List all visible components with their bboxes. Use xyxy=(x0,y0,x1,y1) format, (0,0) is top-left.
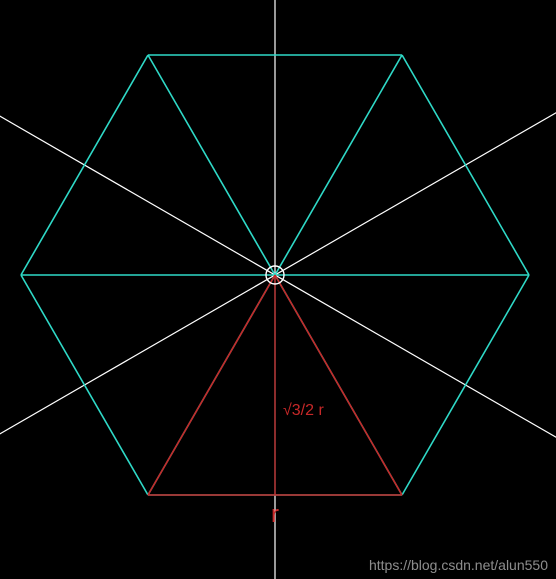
base-label: r xyxy=(271,501,279,529)
highlight-triangle-edge xyxy=(275,275,402,495)
altitude-label: √3/2 r xyxy=(283,402,324,420)
hexagon-edge xyxy=(402,55,529,275)
hexagon-edge xyxy=(21,55,148,275)
watermark-text: https://blog.csdn.net/alun550 xyxy=(369,557,548,573)
highlight-triangle-edge xyxy=(148,275,275,495)
crosshair-line xyxy=(0,0,556,579)
crosshair-line xyxy=(0,0,556,579)
hexagon-edge xyxy=(402,275,529,495)
diagram-canvas xyxy=(0,0,556,579)
hexagon-edge xyxy=(21,275,148,495)
